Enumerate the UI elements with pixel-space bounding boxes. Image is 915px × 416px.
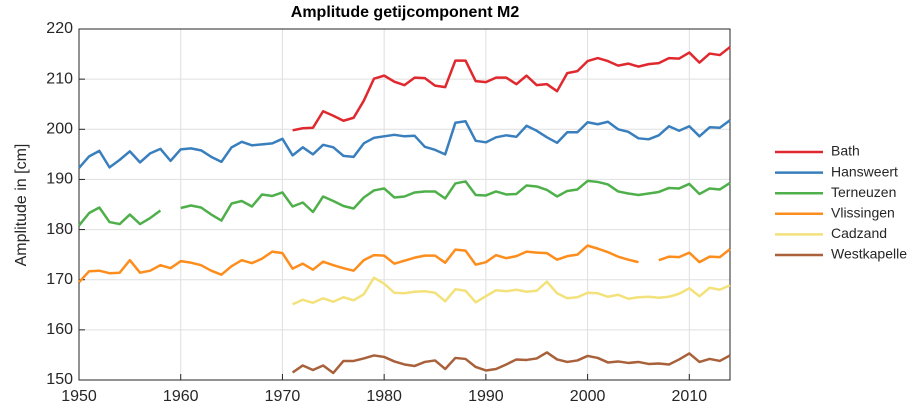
series-line (78, 244, 731, 284)
y-tick-label: 170 (46, 271, 73, 288)
y-tick-label: 160 (46, 321, 73, 338)
chart-title: Amplitude getijcomponent M2 (291, 4, 520, 21)
y-axis-label: Amplitude in [cm] (13, 144, 30, 267)
x-tick-label: 1980 (366, 388, 402, 405)
y-tick-label: 200 (46, 121, 73, 138)
y-tick-label: 210 (46, 70, 73, 87)
series-line (78, 119, 731, 169)
x-tick-label: 2010 (672, 388, 708, 405)
legend-text: Westkapelle (831, 246, 907, 262)
series-line (292, 276, 731, 306)
plot-frame (78, 28, 731, 381)
x-tick-label: 1970 (265, 388, 301, 405)
x-tick-label: 2000 (570, 388, 606, 405)
y-tick-label: 180 (46, 221, 73, 238)
legend-text: Hansweert (831, 163, 898, 179)
x-tick-label: 1950 (61, 388, 97, 405)
series-line (78, 179, 731, 227)
legend-text: Terneuzen (831, 184, 896, 200)
legend-text: Cadzand (831, 225, 887, 241)
x-tick-label: 1960 (163, 388, 199, 405)
legend-text: Vlissingen (831, 205, 895, 221)
series-line (291, 351, 731, 375)
x-tick-label: 1990 (468, 388, 504, 405)
y-tick-label: 190 (46, 171, 73, 188)
series-line (292, 46, 731, 132)
y-tick-label: 150 (46, 371, 73, 388)
y-tick-label: 220 (46, 20, 73, 37)
legend-text: Bath (831, 143, 860, 159)
